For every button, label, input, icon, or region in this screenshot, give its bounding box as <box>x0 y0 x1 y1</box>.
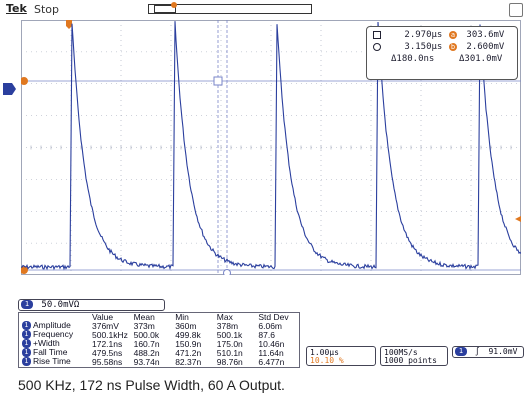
timebase-position: 10.10 % <box>310 356 344 365</box>
cursor-circle-icon <box>373 42 381 51</box>
measurement-mean: 373m <box>133 321 155 330</box>
cursor-square-icon <box>373 30 381 39</box>
waveform-svg <box>21 20 521 275</box>
cursor-dv: Δ301.0mV <box>459 54 503 64</box>
trigger-level-marker <box>515 216 521 222</box>
cursor-readout: 2.970µs 3.150µs Δ180.0ns a 303.6mV b 2.6… <box>366 26 518 80</box>
cursor-t1: 2.970µs <box>404 30 443 40</box>
status-bar: Tek Stop <box>0 0 527 18</box>
ref-b-marker <box>21 266 28 274</box>
measurement-max: 98.76n <box>216 357 243 366</box>
ch1-badge: 1 <box>22 339 31 348</box>
ch1-badge: 1 <box>21 300 33 309</box>
trigger-marker <box>66 20 72 29</box>
table-row[interactable]: 1 Rise Time 95.58ns 93.74n 82.37n 98.76n … <box>19 357 299 366</box>
rising-edge-icon: ∫ <box>474 347 480 356</box>
measurement-mean: 488.2n <box>133 348 160 357</box>
ch1-ground-marker[interactable] <box>3 82 17 96</box>
table-header-row: Value Mean Min Max Std Dev <box>19 313 299 321</box>
measurement-label: +Width <box>33 339 60 348</box>
waveform-trace <box>21 21 521 271</box>
record-length: 1000 points <box>384 356 437 365</box>
cursor-a-badge: a <box>449 30 457 39</box>
ch1-scale: 50.0mVΩ <box>41 300 80 310</box>
measurement-value: 500.1kHz <box>92 330 128 339</box>
measurement-min: 150.9n <box>175 339 202 348</box>
table-row[interactable]: 1 Frequency 500.1kHz 500.0k 499.8k 500.1k… <box>19 330 299 339</box>
trigger-box[interactable]: 1 ∫ 91.0mV <box>452 346 524 358</box>
ch1-badge: 1 <box>22 348 31 357</box>
cursor-t2: 3.150µs <box>404 42 443 52</box>
table-row[interactable]: 1 Fall Time 479.5ns 488.2n 471.2n 510.1n … <box>19 348 299 357</box>
header-value: Value <box>92 313 114 321</box>
cursor-v2: 2.600mV <box>466 42 505 52</box>
measurement-value: 95.58ns <box>92 357 123 366</box>
measurement-mean: 160.7n <box>133 339 160 348</box>
record-view-window <box>154 5 176 13</box>
measurement-label: Frequency <box>33 330 74 339</box>
measurement-label: Fall Time <box>33 348 68 357</box>
header-max: Max <box>216 313 233 321</box>
measurement-value: 376mV <box>92 321 119 330</box>
cursor-square-marker <box>213 76 223 86</box>
measurement-max: 175.0n <box>216 339 243 348</box>
measurements-table: Value Mean Min Max Std Dev 1 Amplitude 37… <box>18 312 300 368</box>
table-row[interactable]: 1 +Width 172.1ns 160.7n 150.9n 175.0n 10.… <box>19 339 299 348</box>
measurement-std: 11.64n <box>258 348 284 357</box>
measurement-min: 471.2n <box>175 348 202 357</box>
acquisition-box[interactable]: 100MS/s 1000 points <box>380 346 448 366</box>
trigger-source-badge: 1 <box>455 347 467 356</box>
ref-a-marker <box>21 77 28 85</box>
run-state: Stop <box>34 3 60 16</box>
brand-logo: Tek <box>6 2 27 15</box>
measurement-mean: 93.74n <box>133 357 160 366</box>
header-std: Std Dev <box>258 313 289 321</box>
trigger-position-icon <box>171 2 177 8</box>
corner-icon[interactable] <box>509 3 523 17</box>
measurement-std: 6.06m <box>258 321 282 330</box>
measurement-label: Amplitude <box>33 321 71 330</box>
measurement-value: 479.5ns <box>92 348 123 357</box>
header-mean: Mean <box>133 313 155 321</box>
cursor-dt: Δ180.0ns <box>391 54 435 64</box>
cursor-v1: 303.6mV <box>466 30 505 40</box>
ch1-badge: 1 <box>22 330 31 339</box>
ch1-badge: 1 <box>22 357 31 366</box>
header-label <box>19 313 91 321</box>
channel-scale-box[interactable]: 1 50.0mVΩ <box>18 299 165 311</box>
timebase-box[interactable]: 1.00µs 10.10 % <box>306 346 376 366</box>
table-row[interactable]: 1 Amplitude 376mV 373m 360m 378m 6.06m <box>19 321 299 330</box>
figure-caption: 500 KHz, 172 ns Pulse Width, 60 A Output… <box>18 377 285 393</box>
measurement-max: 378m <box>216 321 239 330</box>
cursor-b-badge: b <box>449 42 457 51</box>
measurement-min: 82.37n <box>175 357 202 366</box>
measurement-std: 6.477n <box>258 357 285 366</box>
measurement-std: 10.46n <box>258 339 285 348</box>
measurement-value: 172.1ns <box>92 339 123 348</box>
measurement-label: Rise Time <box>33 357 71 366</box>
measurement-min: 360m <box>175 321 197 330</box>
sample-rate: 100MS/s <box>384 348 418 357</box>
record-view-bar <box>148 2 312 14</box>
measurement-min: 499.8k <box>175 330 201 339</box>
measurement-max: 500.1k <box>216 330 243 339</box>
measurement-mean: 500.0k <box>133 330 160 339</box>
timebase-scale: 1.00µs <box>310 348 339 357</box>
header-min: Min <box>175 313 189 321</box>
ch1-badge: 1 <box>22 321 31 330</box>
trigger-level: 91.0mV <box>488 347 518 356</box>
measurement-std: 87.6 <box>258 330 275 339</box>
cursor-circle-marker <box>223 269 231 275</box>
waveform-display <box>21 20 521 275</box>
measurement-max: 510.1n <box>216 348 243 357</box>
